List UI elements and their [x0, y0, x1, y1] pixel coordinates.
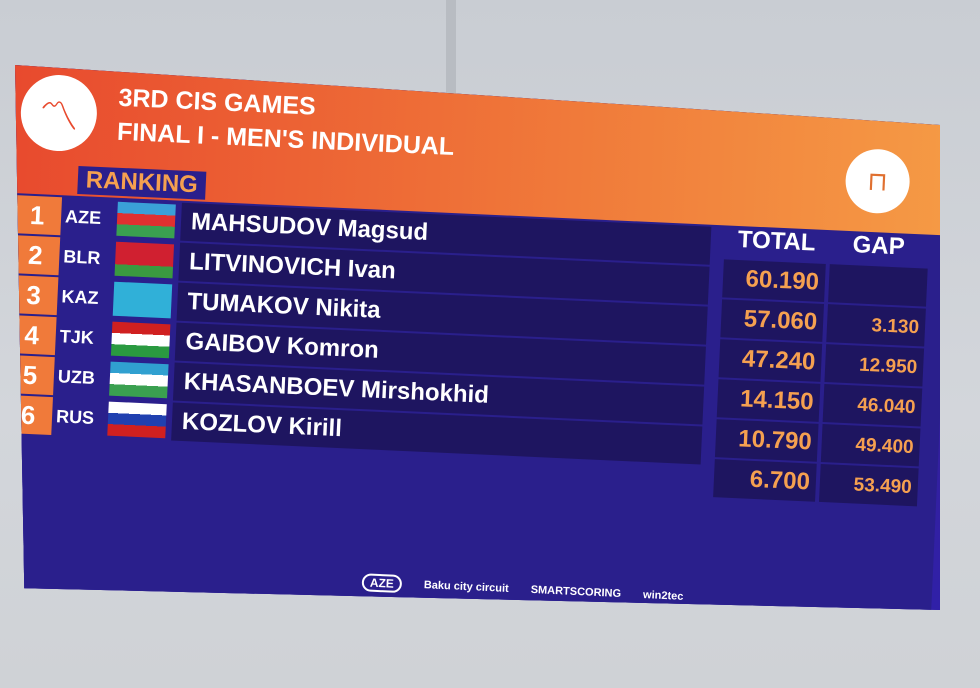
country-code: AZE: [64, 206, 102, 229]
sponsor-logo: win2tec: [642, 589, 684, 603]
flag-icon: [114, 241, 175, 279]
total-score: 6.700: [713, 459, 817, 502]
country-code: RUS: [55, 406, 95, 428]
sponsor-logo: SMARTSCORING: [530, 583, 622, 601]
flag-icon: [109, 361, 169, 399]
rank: 3: [15, 275, 59, 316]
flag-icon: [107, 401, 167, 439]
flag-icon: [112, 281, 173, 319]
flag-icon: [116, 201, 176, 239]
country-code: TJK: [59, 326, 95, 348]
scoreboard: 〽 3RD CIS GAMES FINAL I - MEN'S INDIVIDU…: [15, 65, 940, 610]
ranking-label: RANKING: [77, 165, 207, 200]
country-code: BLR: [62, 246, 101, 269]
country-code: UZB: [57, 366, 96, 388]
wall-pole: [446, 0, 456, 100]
rank: 4: [15, 314, 57, 356]
rank: 1: [15, 195, 63, 236]
rank: 5: [15, 354, 55, 396]
country-code: KAZ: [61, 286, 99, 309]
sponsor-logo: AZE: [361, 573, 403, 594]
sponsor-logo: Baku city circuit: [423, 579, 509, 595]
rank: 6: [15, 394, 53, 436]
flag-icon: [110, 321, 171, 359]
gap-score: 53.490: [819, 463, 919, 507]
rank: 2: [15, 235, 61, 276]
